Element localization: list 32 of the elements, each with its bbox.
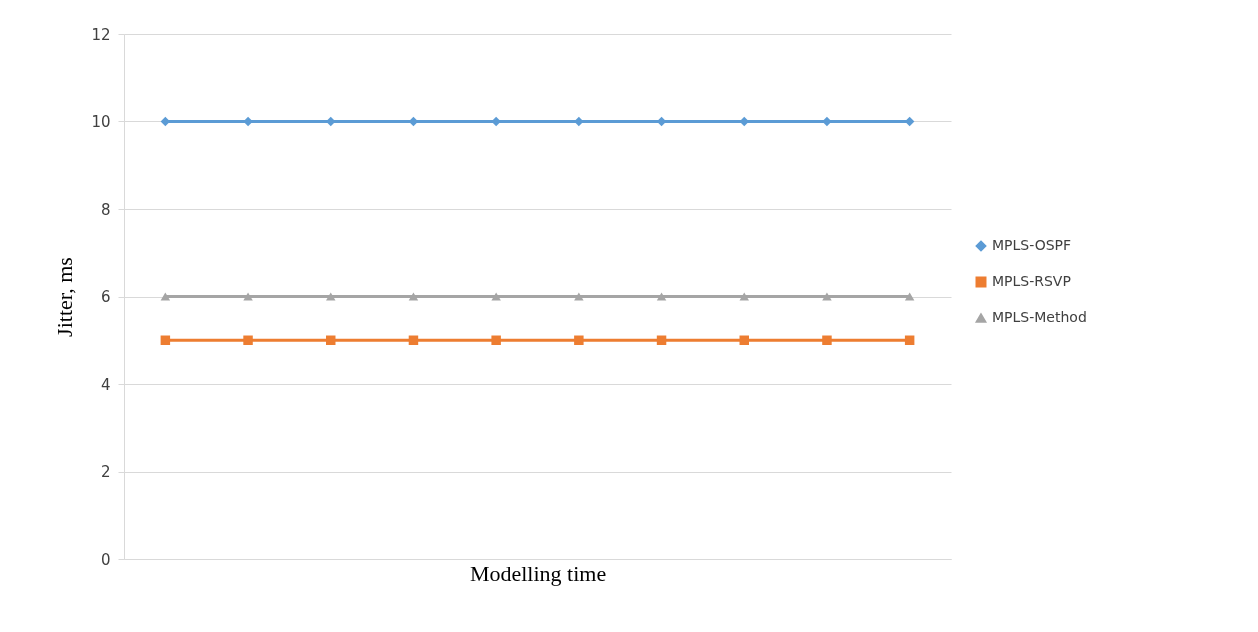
point (574, 292, 584, 301)
point (326, 292, 336, 301)
y-tick-label: 10 (91, 113, 111, 131)
point (822, 292, 832, 301)
point (904, 335, 915, 345)
point (243, 292, 253, 301)
point (408, 292, 419, 301)
point (904, 292, 915, 301)
y-axis-title: Jitter, ms (52, 257, 78, 337)
y-tick-label: 8 (100, 200, 111, 219)
y-tick-label: 6 (100, 288, 111, 306)
point (491, 335, 501, 345)
point (822, 335, 832, 345)
legend-label: MPLS-Method (992, 309, 1087, 325)
point (574, 335, 584, 345)
point (160, 335, 171, 345)
legend-label: MPLS-RSVP (992, 273, 1071, 289)
x-axis-title: Modelling time (469, 560, 607, 586)
point (326, 335, 336, 345)
y-tick-label: 4 (100, 375, 111, 394)
point (656, 335, 667, 345)
point (739, 335, 749, 345)
point (739, 292, 749, 301)
y-tick-label: 2 (100, 463, 111, 481)
point (243, 335, 253, 345)
point (408, 335, 419, 345)
point (491, 292, 501, 301)
legend-label: MPLS-OSPF (992, 237, 1072, 253)
point (656, 292, 667, 301)
y-tick-label: 0 (100, 550, 111, 569)
y-tick-label: 12 (91, 25, 111, 44)
point (160, 292, 171, 301)
